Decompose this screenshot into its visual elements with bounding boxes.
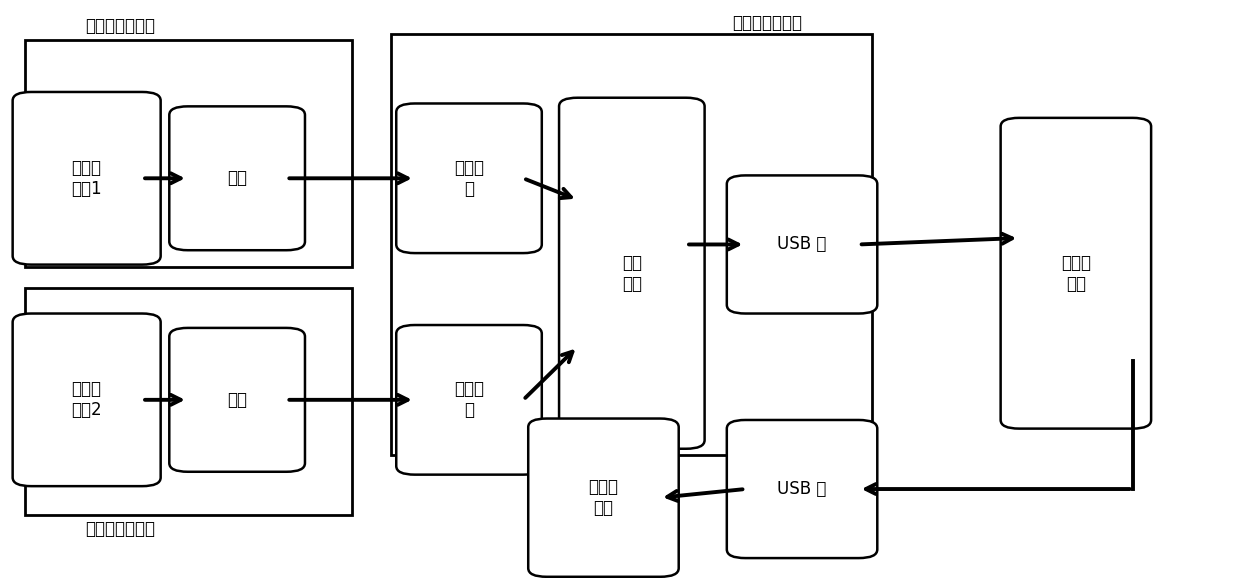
FancyBboxPatch shape: [559, 98, 705, 449]
Text: 分压电
路: 分压电 路: [453, 381, 484, 419]
FancyBboxPatch shape: [12, 92, 161, 264]
Text: 力敏传
感器2: 力敏传 感器2: [72, 381, 102, 419]
FancyBboxPatch shape: [170, 106, 305, 250]
Text: 采集及接口电路: 采集及接口电路: [732, 14, 803, 32]
Text: 接口: 接口: [227, 391, 247, 409]
FancyBboxPatch shape: [727, 175, 877, 314]
Bar: [392, 34, 872, 454]
FancyBboxPatch shape: [727, 420, 877, 558]
Text: 采集
板卡: 采集 板卡: [622, 254, 642, 293]
Text: USB 口: USB 口: [777, 480, 826, 498]
Text: 接口: 接口: [227, 169, 247, 187]
Text: 计算机
采集: 计算机 采集: [1061, 254, 1090, 293]
Bar: [25, 288, 352, 515]
FancyBboxPatch shape: [396, 325, 541, 475]
FancyBboxPatch shape: [396, 103, 541, 253]
Text: 标签打
印机: 标签打 印机: [589, 478, 618, 517]
Text: 夹具及标定平台: 夹具及标定平台: [85, 17, 155, 35]
FancyBboxPatch shape: [12, 314, 161, 486]
Text: USB 口: USB 口: [777, 235, 826, 253]
FancyBboxPatch shape: [1001, 118, 1151, 429]
Text: 分压电
路: 分压电 路: [453, 159, 484, 198]
FancyBboxPatch shape: [170, 328, 305, 472]
Text: 力敏传
感器1: 力敏传 感器1: [72, 159, 102, 198]
Text: 夹具及标定平台: 夹具及标定平台: [85, 521, 155, 539]
FancyBboxPatch shape: [528, 418, 679, 577]
Bar: [25, 40, 352, 267]
